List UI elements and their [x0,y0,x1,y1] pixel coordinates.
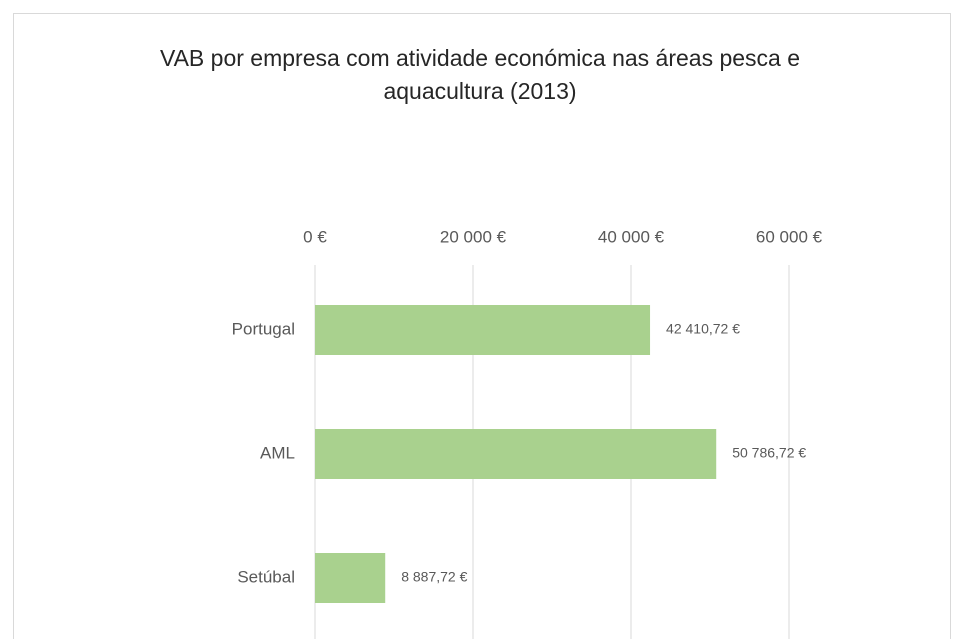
y-tick-label: Setúbal [237,567,295,586]
x-tick-label: 20 000 € [440,227,507,246]
y-tick-label: AML [260,443,295,462]
x-tick-label: 0 € [303,227,327,246]
bar [315,305,651,355]
value-label: 42 410,72 € [666,321,740,337]
y-tick-label: Portugal [232,319,295,338]
chart-frame [13,13,951,639]
chart-title: VAB por empresa com atividade económica … [159,45,801,104]
value-label: 50 786,72 € [732,445,806,461]
value-label: 8 887,72 € [401,569,467,585]
bar [315,553,386,603]
x-tick-label: 60 000 € [756,227,823,246]
bar [315,429,717,479]
x-tick-label: 40 000 € [598,227,665,246]
